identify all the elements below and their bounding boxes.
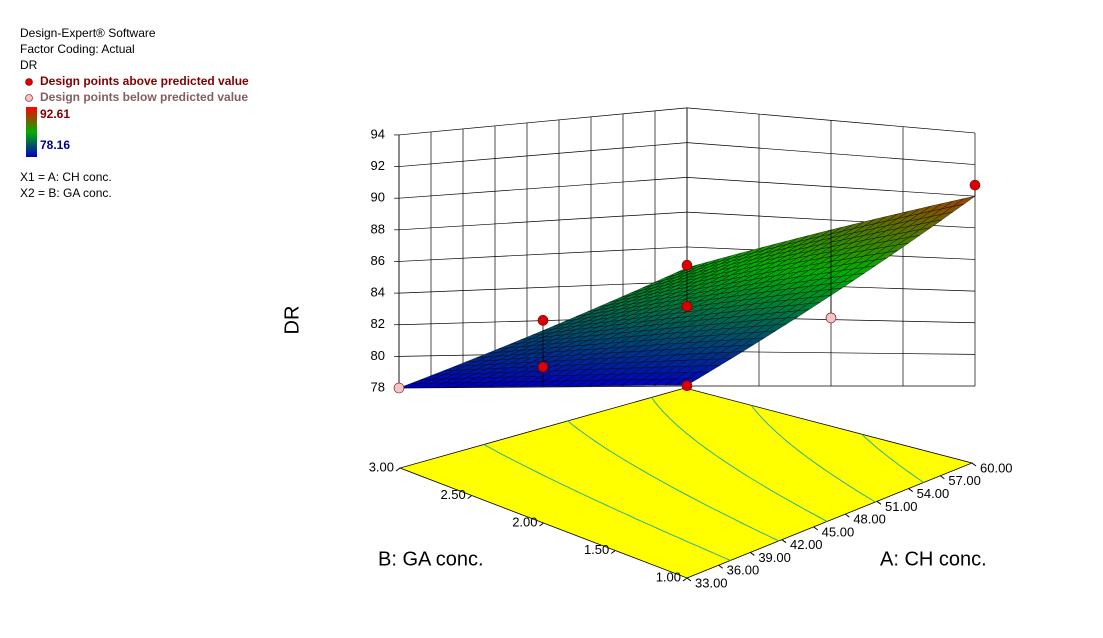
x-tick-label: 33.00 <box>695 575 728 590</box>
x-tick <box>876 500 882 505</box>
design-point <box>969 179 981 191</box>
z-tick-label: 92 <box>371 158 385 173</box>
x-tick-label: 51.00 <box>885 499 918 514</box>
grid-line <box>398 246 688 262</box>
z-tick-label: 82 <box>371 316 385 331</box>
grid-line <box>398 281 688 294</box>
note: Factor Coding: Actual <box>20 42 135 56</box>
contour-line <box>567 420 780 542</box>
grid-line <box>398 107 688 136</box>
colorbar-min: 78.16 <box>40 138 70 152</box>
x-tick-label: 42.00 <box>790 537 823 552</box>
z-tick-label: 80 <box>371 348 385 363</box>
y-tick <box>467 495 473 499</box>
colorbar <box>26 107 37 157</box>
x-tick-label: 48.00 <box>853 512 886 527</box>
design-point <box>681 380 693 392</box>
factor-label: X1 = A: CH conc. <box>20 170 112 184</box>
design-point <box>681 301 693 312</box>
x-tick <box>940 475 945 480</box>
x-tick <box>845 513 850 518</box>
z-tick-label: 78 <box>371 379 385 394</box>
x-tick-label: 57.00 <box>948 473 981 488</box>
z-tick-label: 94 <box>371 126 385 141</box>
legend-label: Design points below predicted value <box>40 90 248 104</box>
colorbar-max: 92.61 <box>40 107 70 121</box>
z-tick-label: 88 <box>371 221 385 236</box>
x-tick <box>718 564 723 569</box>
grid-line <box>398 211 688 231</box>
x-tick-label: 45.00 <box>822 524 855 539</box>
y-tick-label: 2.00 <box>512 514 537 529</box>
design-point <box>681 259 693 271</box>
y-tick <box>682 577 688 582</box>
y-tick-label: 2.50 <box>440 487 465 502</box>
x-axis-title: A: CH conc. <box>880 548 987 570</box>
legend-symbol <box>25 78 33 86</box>
grid-line <box>398 177 688 199</box>
note: Design-Expert® Software <box>20 26 156 40</box>
x-tick <box>908 488 913 492</box>
x-tick <box>781 539 787 544</box>
factor-label: X2 = B: GA conc. <box>20 186 112 200</box>
x-tick <box>813 526 818 531</box>
y-tick <box>395 467 401 472</box>
z-tick-label: 86 <box>371 253 385 268</box>
x-tick <box>750 552 755 556</box>
design-point <box>393 382 405 394</box>
x-tick-label: 36.00 <box>727 563 760 578</box>
contour-line <box>651 397 828 522</box>
design-point <box>825 312 837 324</box>
y-tick <box>610 550 616 554</box>
x-tick-label: 60.00 <box>980 460 1013 475</box>
contour-line <box>751 405 876 503</box>
x-tick-label: 54.00 <box>917 486 950 501</box>
grid-line <box>398 142 688 167</box>
y-tick-label: 1.50 <box>584 542 609 557</box>
contour-line <box>861 433 924 483</box>
legend-symbol <box>25 94 33 102</box>
x-tick <box>686 577 692 582</box>
x-tick-label: 39.00 <box>758 550 791 565</box>
note: DR <box>20 58 38 72</box>
y-tick-label: 1.00 <box>656 569 681 584</box>
design-point <box>537 315 549 326</box>
contour-line <box>483 444 731 561</box>
design-point <box>537 361 549 373</box>
y-tick-label: 3.00 <box>369 459 394 474</box>
z-tick-label: 90 <box>371 190 385 205</box>
y-tick <box>539 522 544 527</box>
x-tick <box>971 462 977 467</box>
z-axis-title: DR <box>281 306 303 335</box>
y-axis-title: B: GA conc. <box>378 548 484 570</box>
z-tick-label: 84 <box>371 285 385 300</box>
legend-label: Design points above predicted value <box>40 74 249 88</box>
